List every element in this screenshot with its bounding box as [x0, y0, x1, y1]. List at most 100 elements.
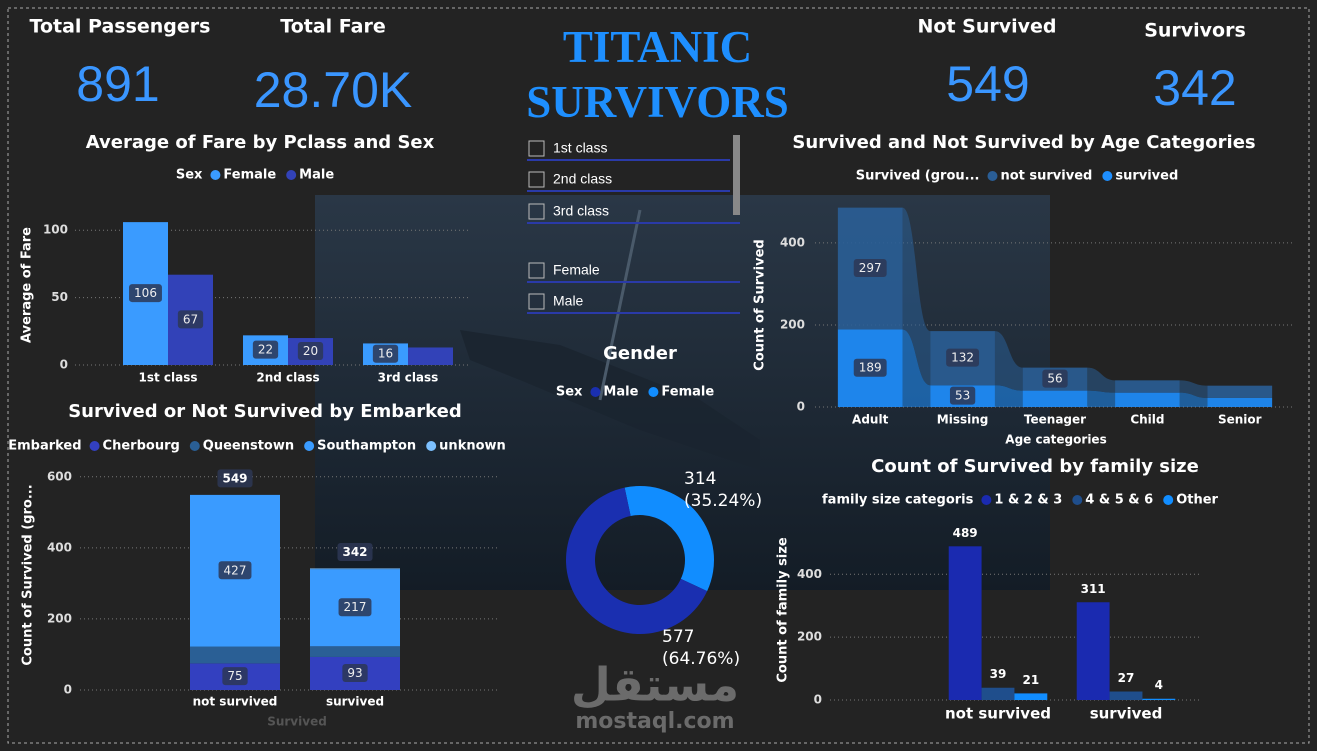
- bar: [948, 546, 982, 700]
- kpi-label: Not Survived: [917, 16, 1056, 38]
- ribbon: [1087, 390, 1116, 407]
- data-label: 427: [224, 563, 247, 577]
- legend-label: 1 & 2 & 3: [994, 493, 1062, 508]
- x-tick-label: 3rd class: [378, 371, 439, 385]
- y-tick-label: 100: [43, 223, 68, 237]
- watermark-site: mostaql.com: [575, 709, 734, 734]
- slicer-item[interactable]: Male: [553, 293, 584, 309]
- checkbox[interactable]: [528, 140, 545, 157]
- legend-marker: [987, 171, 998, 181]
- legend-label: Female: [223, 168, 276, 183]
- legend-marker: [1102, 171, 1113, 181]
- ship-shape: [460, 330, 760, 470]
- kpi-label: Total Fare: [280, 16, 385, 38]
- x-tick-label: not survived: [193, 695, 278, 709]
- legend-marker: [981, 495, 992, 505]
- ribbon: [1179, 380, 1208, 398]
- data-label: 311: [1081, 582, 1106, 596]
- watermark-logo: مستقل: [571, 658, 739, 712]
- data-label-box: [337, 542, 373, 561]
- y-tick-label: 600: [47, 469, 72, 483]
- x-tick-label: Child: [1130, 413, 1164, 427]
- ship-mast: [598, 209, 642, 401]
- x-tick-label: Adult: [852, 413, 889, 427]
- data-label-box: [372, 344, 399, 363]
- legend-marker: [210, 170, 221, 180]
- slicer-item[interactable]: Female: [553, 262, 600, 278]
- data-label: 342: [342, 545, 367, 559]
- y-tick-label: 400: [47, 540, 72, 554]
- ribbon: [902, 207, 931, 386]
- kpi-label: Survivors: [1144, 20, 1246, 42]
- checkbox[interactable]: [528, 171, 545, 188]
- legend-marker: [89, 441, 100, 451]
- donut-label: 314 (35.24%): [684, 469, 763, 511]
- data-label: 22: [258, 343, 273, 357]
- bar: [1142, 698, 1176, 700]
- y-tick-label: 400: [797, 567, 822, 581]
- legend-marker: [426, 441, 437, 451]
- data-label-box: [338, 598, 372, 617]
- legend-label: Male: [299, 168, 334, 183]
- data-label: 39: [990, 667, 1007, 681]
- data-label-box: [177, 310, 204, 329]
- x-tick-label: 1st class: [138, 371, 197, 385]
- legend-label: Cherbourg: [103, 439, 180, 454]
- bar-segment: [1022, 390, 1088, 407]
- legend-title: family size categoris: [822, 493, 974, 508]
- data-label: 75: [227, 669, 242, 683]
- chart-title: Average of Fare by Pclass and Sex: [86, 132, 435, 153]
- x-axis-title: Survived: [267, 715, 327, 729]
- slicer-item[interactable]: 1st class: [553, 140, 607, 156]
- legend-marker: [590, 387, 601, 397]
- data-label: 189: [859, 361, 882, 375]
- y-tick-label: 0: [64, 683, 72, 697]
- chart-title: Gender: [603, 343, 677, 364]
- data-label: 4: [1155, 678, 1163, 692]
- data-label: 217: [344, 600, 367, 614]
- checkbox[interactable]: [528, 203, 545, 220]
- data-label-box: [946, 348, 980, 367]
- bar: [1014, 693, 1048, 700]
- y-axis-title: Count of Survived: [753, 239, 768, 370]
- ribbon: [994, 385, 1023, 407]
- legend-marker: [1163, 495, 1174, 505]
- chart-title: Survived or Not Survived by Embarked: [68, 401, 462, 422]
- data-label: 106: [134, 286, 157, 300]
- data-label: 489: [953, 526, 978, 540]
- data-label: 20: [303, 344, 318, 358]
- donut-slice: [565, 487, 708, 635]
- slicer-item[interactable]: 2nd class: [553, 171, 612, 187]
- data-label-box: [222, 667, 248, 686]
- bar: [981, 687, 1015, 700]
- data-label-box: [218, 561, 252, 580]
- bar-segment: [1115, 380, 1180, 393]
- checkbox[interactable]: [528, 262, 545, 279]
- x-tick-label: not survived: [945, 705, 1051, 723]
- ribbon: [1179, 392, 1208, 407]
- legend-label: survived: [1115, 169, 1178, 184]
- data-label: 67: [183, 312, 198, 326]
- data-label: 27: [1118, 671, 1135, 685]
- x-tick-label: survived: [326, 695, 384, 709]
- scrollbar[interactable]: [733, 135, 740, 215]
- legend-label: Female: [661, 385, 714, 400]
- checkbox[interactable]: [528, 293, 545, 310]
- ribbon: [902, 329, 931, 407]
- data-label: 21: [1023, 673, 1040, 687]
- legend-marker: [304, 441, 315, 451]
- data-label: 16: [378, 347, 393, 361]
- slicer-item[interactable]: 3rd class: [553, 203, 609, 219]
- kpi-label: Total Passengers: [30, 16, 211, 38]
- legend: family size categoris 1 & 2 & 3 4 & 5 & 6 O…: [822, 493, 1219, 508]
- y-tick-label: 200: [797, 630, 822, 644]
- ribbon: [1087, 367, 1116, 393]
- y-tick-label: 0: [60, 358, 68, 372]
- legend-marker: [286, 170, 297, 180]
- bar: [1109, 691, 1143, 700]
- donut-label: 577 (64.76%): [662, 627, 741, 669]
- data-label: 132: [951, 351, 974, 365]
- data-label: 53: [955, 389, 970, 403]
- legend-label: Southampton: [317, 439, 416, 454]
